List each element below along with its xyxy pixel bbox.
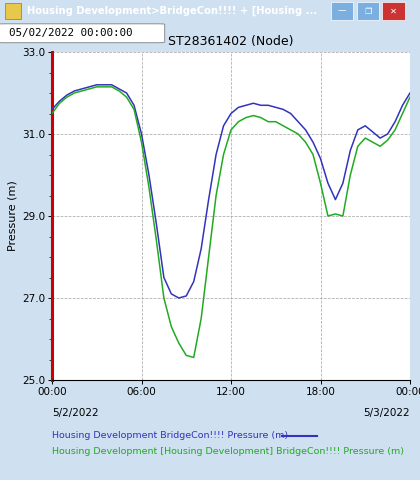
Bar	[331, 2, 353, 20]
Title: ST28361402 (Node): ST28361402 (Node)	[168, 35, 294, 48]
Text: ✕: ✕	[390, 7, 397, 15]
Bar	[382, 2, 404, 20]
Text: Housing Development [Housing Development] BridgeCon!!!! Pressure (m): Housing Development [Housing Development…	[52, 447, 404, 456]
Text: 5/3/2022: 5/3/2022	[363, 408, 410, 418]
Text: ❐: ❐	[364, 7, 372, 15]
Text: Housing Development>BridgeCon!!!! + [Housing ...: Housing Development>BridgeCon!!!! + [Hou…	[27, 5, 318, 16]
Text: 5/2/2022: 5/2/2022	[52, 408, 99, 418]
FancyBboxPatch shape	[0, 24, 165, 43]
Bar	[357, 2, 379, 20]
Y-axis label: Pressure (m): Pressure (m)	[8, 180, 18, 252]
Text: —: —	[338, 7, 346, 15]
Bar	[5, 3, 21, 19]
Text: 05/02/2022 00:00:00: 05/02/2022 00:00:00	[9, 27, 133, 37]
Text: Housing Development BridgeCon!!!! Pressure (m): Housing Development BridgeCon!!!! Pressu…	[52, 432, 288, 441]
